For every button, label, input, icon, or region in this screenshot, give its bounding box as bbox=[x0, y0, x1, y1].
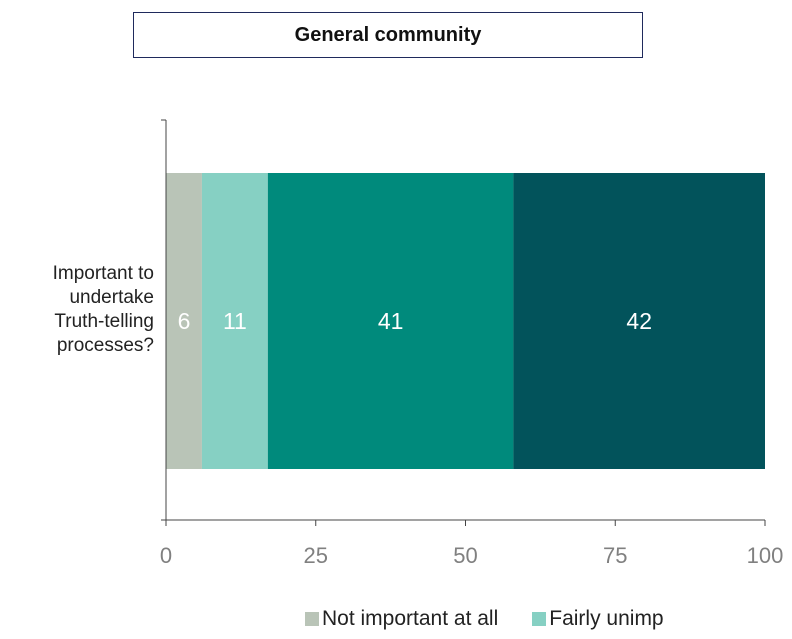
legend-swatch-not-important bbox=[305, 612, 319, 626]
stacked-bar-chart: 6 11 41 42 0 25 50 75 100 bbox=[160, 119, 784, 568]
category-label: Important to undertake Truth-telling pro… bbox=[52, 263, 154, 356]
x-tick-label-50: 50 bbox=[453, 543, 477, 568]
legend-item-not-important: Not important at all bbox=[305, 607, 498, 631]
x-tick-label-100: 100 bbox=[747, 543, 784, 568]
x-tick-label-75: 75 bbox=[603, 543, 627, 568]
legend-label-fairly-unimportant: Fairly unimp bbox=[549, 607, 664, 630]
bar-segment-2 bbox=[201, 173, 268, 469]
bar-segment-1 bbox=[166, 173, 202, 469]
x-tick-label-25: 25 bbox=[304, 543, 328, 568]
legend-label-not-important: Not important at all bbox=[322, 607, 499, 630]
bar-segment-3 bbox=[267, 173, 514, 469]
chart-title: General community bbox=[133, 12, 643, 58]
x-tick-label-0: 0 bbox=[160, 543, 172, 568]
data-label-2: 11 bbox=[223, 308, 247, 334]
legend-swatch-fairly-unimportant bbox=[532, 612, 547, 626]
data-label-4: 42 bbox=[626, 308, 652, 334]
data-label-1: 6 bbox=[178, 308, 191, 334]
bar-segment-4 bbox=[513, 173, 765, 469]
legend: Not important at all Fairly unimp bbox=[305, 606, 698, 632]
data-label-3: 41 bbox=[378, 308, 404, 334]
legend-item-fairly-unimportant: Fairly unimp bbox=[532, 607, 664, 631]
